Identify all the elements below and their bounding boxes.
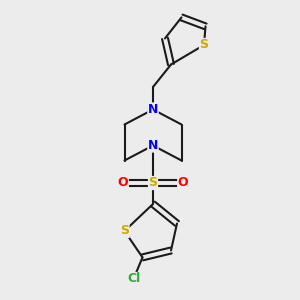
- Text: Cl: Cl: [127, 272, 140, 286]
- Text: N: N: [148, 103, 158, 116]
- Text: S: S: [120, 224, 129, 238]
- Text: S: S: [200, 38, 208, 52]
- Text: N: N: [148, 139, 158, 152]
- Text: O: O: [118, 176, 128, 190]
- Text: O: O: [178, 176, 188, 190]
- Text: S: S: [148, 176, 158, 190]
